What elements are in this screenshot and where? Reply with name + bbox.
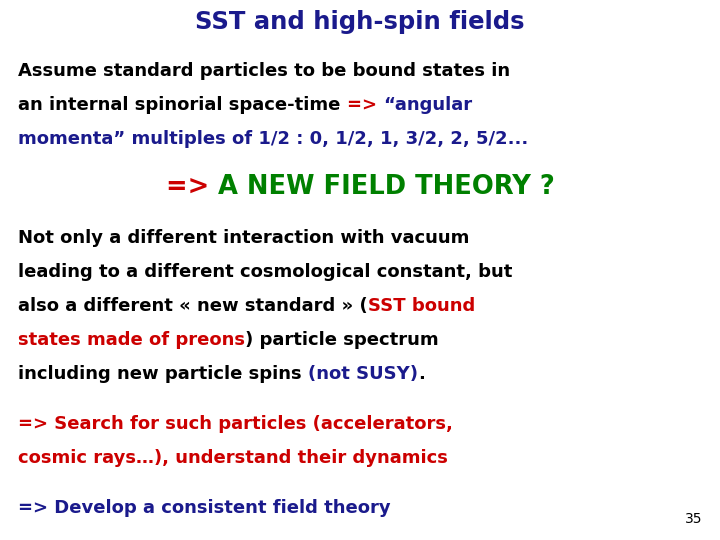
Text: “angular: “angular (383, 96, 472, 114)
Text: cosmic rays…), understand their dynamics: cosmic rays…), understand their dynamics (18, 449, 448, 467)
Text: SST and high-spin fields: SST and high-spin fields (195, 10, 525, 34)
Text: =>: => (346, 96, 383, 114)
Text: .: . (418, 365, 425, 383)
Text: => Search for such particles (accelerators,: => Search for such particles (accelerato… (18, 415, 453, 433)
Text: momenta” multiples of 1/2 : 0, 1/2, 1, 3/2, 2, 5/2...: momenta” multiples of 1/2 : 0, 1/2, 1, 3… (18, 130, 528, 148)
Text: Assume standard particles to be bound states in: Assume standard particles to be bound st… (18, 62, 510, 80)
Text: including new particle spins: including new particle spins (18, 365, 308, 383)
Text: an internal spinorial space-time: an internal spinorial space-time (18, 96, 346, 114)
Text: states made of preons: states made of preons (18, 331, 245, 349)
Text: => Develop a consistent field theory: => Develop a consistent field theory (18, 499, 391, 517)
Text: Not only a different interaction with vacuum: Not only a different interaction with va… (18, 229, 469, 247)
Text: (not SUSY): (not SUSY) (308, 365, 418, 383)
Text: A NEW FIELD THEORY ?: A NEW FIELD THEORY ? (217, 174, 554, 200)
Text: ) particle spectrum: ) particle spectrum (245, 331, 438, 349)
Text: =>: => (166, 174, 217, 200)
Text: 35: 35 (685, 512, 702, 526)
Text: leading to a different cosmological constant, but: leading to a different cosmological cons… (18, 263, 513, 281)
Text: also a different « new standard » (: also a different « new standard » ( (18, 297, 368, 315)
Text: SST bound: SST bound (368, 297, 475, 315)
